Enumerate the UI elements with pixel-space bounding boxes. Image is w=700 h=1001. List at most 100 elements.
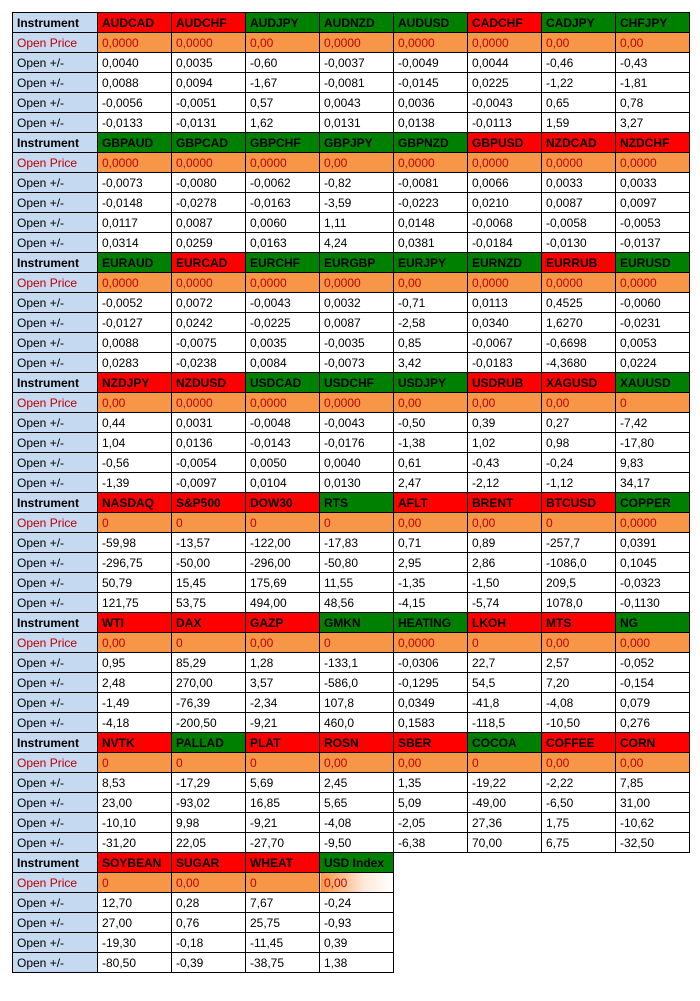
value-cell: -118,5	[468, 713, 542, 733]
row-label-open-price: Open Price	[13, 633, 98, 653]
open-price-cell: 0,00	[616, 753, 690, 773]
row-label-open-pm: Open +/-	[13, 773, 98, 793]
instrument-header: SOYBEAN	[98, 853, 172, 873]
row-label-open-pm: Open +/-	[13, 233, 98, 253]
value-cell: -586,0	[320, 673, 394, 693]
value-cell: 34,17	[616, 473, 690, 493]
value-cell: -2,12	[468, 473, 542, 493]
instrument-header: NZDJPY	[98, 373, 172, 393]
instrument-header: S&P500	[172, 493, 246, 513]
value-cell: -0,0306	[394, 653, 468, 673]
value-cell: -0,0225	[246, 313, 320, 333]
open-price-cell: 0,00	[616, 33, 690, 53]
value-cell: 0,0033	[542, 173, 616, 193]
open-price-cell: 0,00	[246, 33, 320, 53]
value-cell: 23,00	[98, 793, 172, 813]
open-price-cell: 0,0000	[616, 273, 690, 293]
instrument-header: EURRUB	[542, 253, 616, 273]
value-cell: 0,39	[320, 933, 394, 953]
value-cell: -0,60	[246, 53, 320, 73]
instrument-header: GBPCAD	[172, 133, 246, 153]
value-cell: -0,0163	[246, 193, 320, 213]
value-cell: 0,0391	[616, 533, 690, 553]
value-cell: -3,59	[320, 193, 394, 213]
value-cell: -1,35	[394, 573, 468, 593]
open-price-cell: 0,00	[394, 393, 468, 413]
value-cell: 27,36	[468, 813, 542, 833]
open-price-cell: 0	[98, 753, 172, 773]
instrument-header: GBPAUD	[98, 133, 172, 153]
open-price-cell: 0,00	[246, 633, 320, 653]
value-cell: 0,0087	[320, 313, 394, 333]
instrument-header: EURJPY	[394, 253, 468, 273]
value-cell: 0,0349	[394, 693, 468, 713]
value-cell: 0,0242	[172, 313, 246, 333]
instrument-header: BTCUSD	[542, 493, 616, 513]
instrument-header: CADCHF	[468, 13, 542, 33]
value-cell: -0,154	[616, 673, 690, 693]
value-cell: -296,00	[246, 553, 320, 573]
open-price-cell: 0,00	[394, 273, 468, 293]
open-price-cell: 0,0000	[320, 273, 394, 293]
value-cell: 25,75	[246, 913, 320, 933]
value-cell: -0,0176	[320, 433, 394, 453]
open-price-cell: 0,0000	[98, 153, 172, 173]
value-cell: -0,0073	[320, 353, 394, 373]
value-cell: 70,00	[468, 833, 542, 853]
value-cell: -4,3680	[542, 353, 616, 373]
open-price-cell: 0	[98, 873, 172, 893]
value-cell: 0,276	[616, 713, 690, 733]
value-cell: 0,0087	[542, 193, 616, 213]
value-cell: 0,44	[98, 413, 172, 433]
value-cell: 0,85	[394, 333, 468, 353]
value-cell: 12,70	[98, 893, 172, 913]
value-cell: 270,00	[172, 673, 246, 693]
value-cell: 50,79	[98, 573, 172, 593]
instrument-header: HEATING	[394, 613, 468, 633]
value-cell: 0,0130	[320, 473, 394, 493]
value-cell: 15,45	[172, 573, 246, 593]
row-label-open-pm: Open +/-	[13, 593, 98, 613]
instrument-header: CHFJPY	[616, 13, 690, 33]
value-cell: 0,0087	[172, 213, 246, 233]
row-label-open-pm: Open +/-	[13, 833, 98, 853]
instrument-header: GBPUSD	[468, 133, 542, 153]
value-cell: -80,50	[98, 953, 172, 973]
value-cell: -41,8	[468, 693, 542, 713]
instrument-header: NZDCAD	[542, 133, 616, 153]
value-cell: 0,0043	[320, 93, 394, 113]
value-cell: -2,58	[394, 313, 468, 333]
open-price-cell: 0	[468, 753, 542, 773]
value-cell: -0,1295	[394, 673, 468, 693]
value-cell: 0,39	[468, 413, 542, 433]
row-label-open-pm: Open +/-	[13, 653, 98, 673]
instrument-header: NG	[616, 613, 690, 633]
open-price-cell: 0,0000	[246, 153, 320, 173]
value-cell: 1,6270	[542, 313, 616, 333]
value-cell: -9,21	[246, 713, 320, 733]
instrument-header: GBPNZD	[394, 133, 468, 153]
value-cell: 121,75	[98, 593, 172, 613]
value-cell: 0,0283	[98, 353, 172, 373]
value-cell: 1,11	[320, 213, 394, 233]
value-cell: -17,80	[616, 433, 690, 453]
value-cell: -0,0133	[98, 113, 172, 133]
value-cell: -122,00	[246, 533, 320, 553]
value-cell: -0,0053	[616, 213, 690, 233]
value-cell: 0,0035	[172, 53, 246, 73]
open-price-cell: 0	[542, 513, 616, 533]
instrument-header: WTI	[98, 613, 172, 633]
open-price-cell: 0,0000	[468, 153, 542, 173]
instrument-header: DAX	[172, 613, 246, 633]
value-cell: 175,69	[246, 573, 320, 593]
row-label-open-pm: Open +/-	[13, 313, 98, 333]
value-cell: -0,82	[320, 173, 394, 193]
value-cell: 3,27	[616, 113, 690, 133]
value-cell: 31,00	[616, 793, 690, 813]
value-cell: 16,85	[246, 793, 320, 813]
value-cell: 0,0088	[98, 333, 172, 353]
instrument-header: EURGBP	[320, 253, 394, 273]
instrument-header: NASDAQ	[98, 493, 172, 513]
value-cell: -0,56	[98, 453, 172, 473]
value-cell: -0,0183	[468, 353, 542, 373]
